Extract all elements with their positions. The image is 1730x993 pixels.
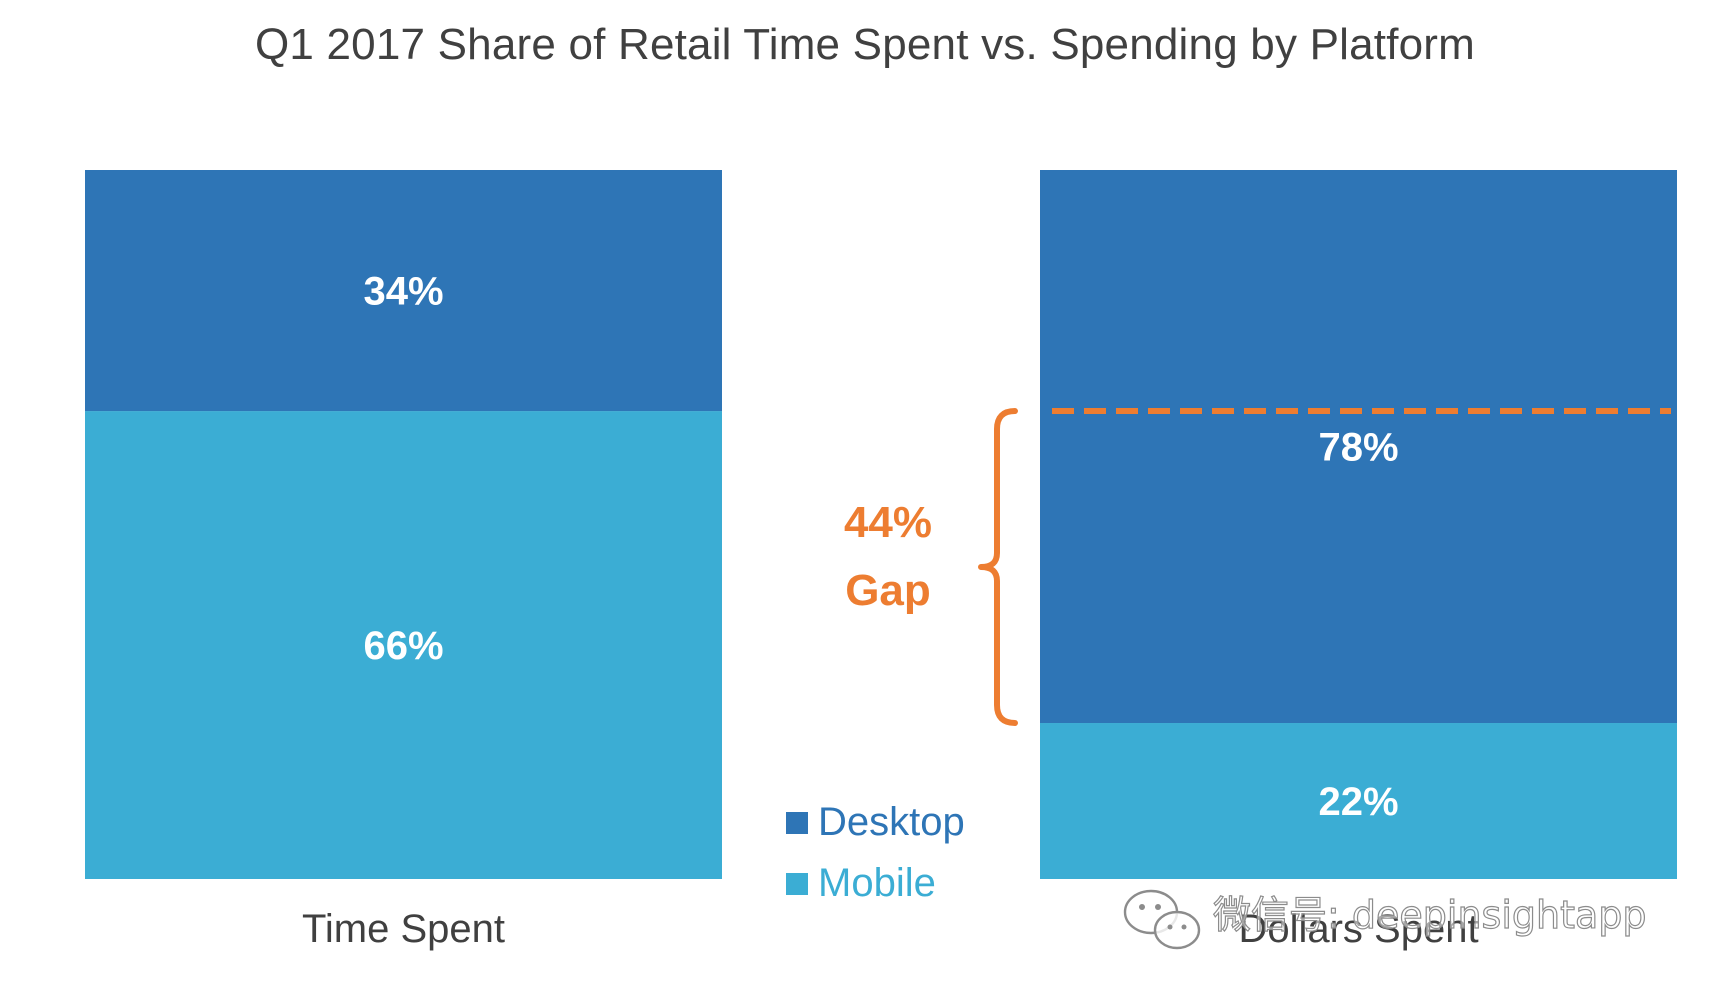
data-label-mobile-1: 66% [363, 624, 443, 668]
gap-word-label: Gap [845, 566, 931, 615]
labels-layer: 66% 34% Time Spent 22% 78% Dollars Spent [302, 270, 1479, 951]
chart-title: Q1 2017 Share of Retail Time Spent vs. S… [254, 20, 1476, 69]
wechat-icon [1123, 889, 1201, 950]
legend-label-mobile: Mobile [818, 861, 936, 905]
data-label-desktop-1: 34% [363, 270, 443, 314]
legend-swatch-desktop [786, 812, 808, 834]
bar-segment-mobile-1 [85, 411, 722, 879]
bar-segment-desktop-1 [85, 170, 722, 412]
gap-annotation: 44% Gap [844, 408, 1671, 727]
bar-segment-mobile-2 [1040, 723, 1677, 879]
legend-swatch-mobile [786, 873, 808, 895]
legend: Desktop Mobile [786, 800, 965, 905]
watermark-text: 微信号: deepinsightapp [1213, 893, 1647, 937]
gap-bracket [978, 408, 1018, 727]
bar-segment-desktop-2 [1040, 170, 1677, 724]
category-label-2: Dollars Spent [1238, 907, 1478, 951]
data-label-desktop-2: 78% [1318, 426, 1398, 470]
legend-label-desktop: Desktop [818, 800, 965, 844]
data-label-mobile-2: 22% [1318, 780, 1398, 824]
gap-value-label: 44% [844, 498, 932, 547]
bars-layer [85, 170, 1677, 879]
category-label-1: Time Spent [302, 907, 505, 951]
watermark: 微信号: deepinsightapp [1123, 889, 1647, 950]
